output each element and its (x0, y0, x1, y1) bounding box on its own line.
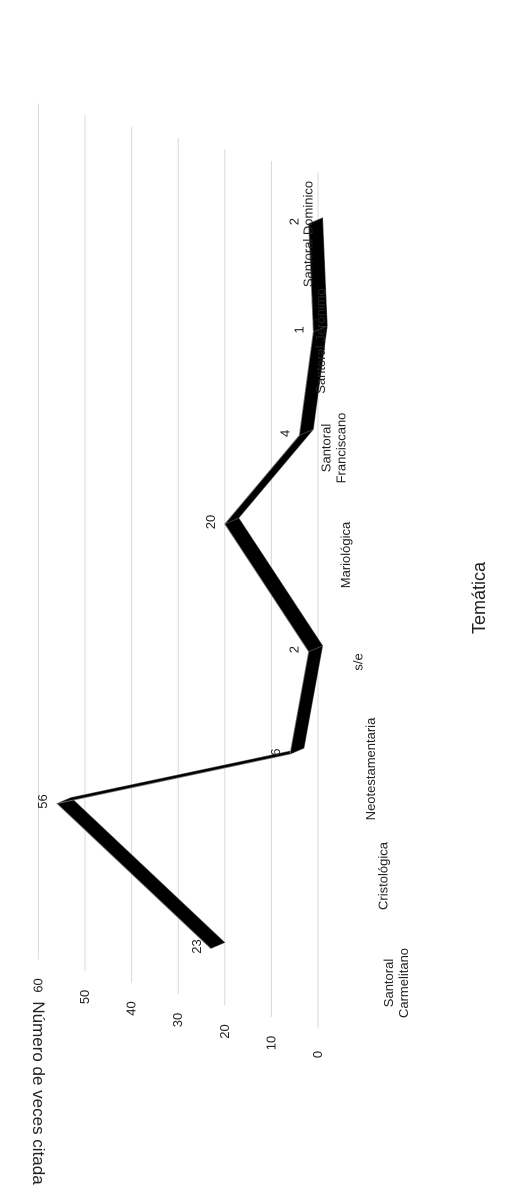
y-tick-label: 0 (310, 1051, 325, 1058)
y-tick-label: 10 (263, 1036, 278, 1050)
x-axis-title: Temática (469, 561, 489, 634)
data-label: 23 (189, 939, 204, 953)
y-tick-label: 30 (170, 1013, 185, 1027)
y-tick-label: 60 (30, 978, 45, 992)
data-label: 56 (35, 794, 50, 808)
y-tick-label: 50 (77, 990, 92, 1004)
ribbon-front-edge (56, 223, 314, 949)
data-labels: 23 56 6 2 20 4 1 2 (35, 218, 306, 954)
x-tick-santoral-jeronimo: Santoral Jerónimo (313, 288, 328, 394)
data-label: 20 (203, 515, 218, 529)
x-tick-santoral-franciscano: SantoralFranciscano (319, 413, 349, 484)
x-axis-ticks: SantoralCarmelitano Cristológica Neotestam… (301, 181, 412, 1018)
data-label: 2 (287, 646, 302, 653)
x-tick-neotestamentaria: Neotestamentaria (363, 717, 378, 820)
y-tick-label: 40 (124, 1001, 139, 1015)
ribbon-segment (56, 797, 226, 949)
series-ribbon (56, 217, 328, 949)
data-label: 1 (291, 326, 306, 333)
ribbon-segment (56, 747, 305, 804)
ribbon-segment (224, 429, 314, 525)
x-tick-mariologica: Mariológica (338, 521, 353, 588)
y-tick-label: 20 (217, 1024, 232, 1038)
x-tick-cristologica: Cristológica (376, 841, 391, 910)
y-axis-ticks: 0 10 20 30 40 50 60 (30, 978, 325, 1058)
y-axis-title: Número de veces citada (29, 1001, 48, 1185)
x-tick-santoral-carmelitano: SantoralCarmelitano (381, 948, 411, 1018)
gridlines (37, 103, 319, 1029)
data-label: 6 (268, 748, 283, 755)
data-label: 4 (277, 430, 292, 437)
x-tick-santoral-dominico: Santoral Dominico (301, 181, 316, 287)
x-tick-s-e: s/e (351, 653, 366, 670)
ribbon-segment (224, 517, 324, 653)
data-label: 2 (287, 218, 302, 225)
